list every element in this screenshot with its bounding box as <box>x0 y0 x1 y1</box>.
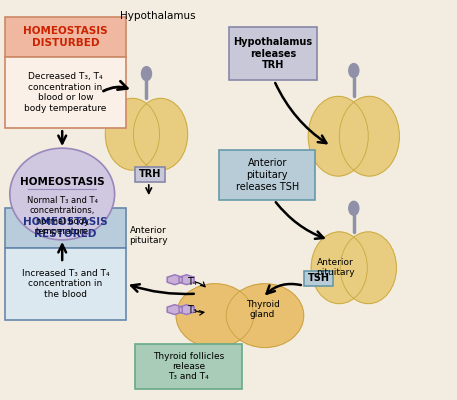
FancyBboxPatch shape <box>303 270 333 286</box>
Polygon shape <box>167 305 182 314</box>
FancyBboxPatch shape <box>135 344 242 389</box>
Text: Increased T₃ and T₄
concentration in
the blood: Increased T₃ and T₄ concentration in the… <box>22 269 109 299</box>
Text: Thyroid
gland: Thyroid gland <box>246 300 280 319</box>
Ellipse shape <box>349 64 359 78</box>
Polygon shape <box>179 275 194 285</box>
Text: T₄: T₄ <box>187 277 197 287</box>
Text: HOMEOSTASIS
DISTURBED: HOMEOSTASIS DISTURBED <box>23 26 108 48</box>
FancyBboxPatch shape <box>5 17 126 57</box>
Text: Decreased T₃, T₄
concentration in
blood or low
body temperature: Decreased T₃, T₄ concentration in blood … <box>24 72 107 113</box>
FancyBboxPatch shape <box>228 27 317 80</box>
Ellipse shape <box>142 67 152 81</box>
Ellipse shape <box>133 98 188 170</box>
Text: Anterior
pituitary
releases TSH: Anterior pituitary releases TSH <box>236 158 299 192</box>
Text: HOMEOSTASIS
RESTORED: HOMEOSTASIS RESTORED <box>23 217 108 239</box>
Text: Anterior
pituitary: Anterior pituitary <box>129 226 168 245</box>
Text: Thyroid follicles
release
T₃ and T₄: Thyroid follicles release T₃ and T₄ <box>153 352 224 381</box>
Ellipse shape <box>106 98 159 170</box>
Ellipse shape <box>311 232 367 304</box>
Ellipse shape <box>349 201 359 215</box>
Text: Hypothalamus: Hypothalamus <box>120 11 196 21</box>
Text: T₃: T₃ <box>187 305 197 315</box>
FancyBboxPatch shape <box>219 150 315 200</box>
Circle shape <box>10 148 115 240</box>
Polygon shape <box>179 305 194 314</box>
Text: TSH: TSH <box>308 273 329 283</box>
Text: TRH: TRH <box>139 170 161 180</box>
Text: Hypothalamus
releases
TRH: Hypothalamus releases TRH <box>234 37 313 70</box>
Ellipse shape <box>308 96 368 176</box>
Ellipse shape <box>339 96 399 176</box>
Polygon shape <box>167 275 182 285</box>
Ellipse shape <box>176 284 254 348</box>
FancyBboxPatch shape <box>5 57 126 128</box>
Text: Anterior
pituitary: Anterior pituitary <box>316 258 355 277</box>
Ellipse shape <box>340 232 396 304</box>
FancyBboxPatch shape <box>226 308 254 322</box>
Ellipse shape <box>226 284 303 348</box>
Text: HOMEOSTASIS: HOMEOSTASIS <box>20 177 105 187</box>
FancyBboxPatch shape <box>5 208 126 248</box>
Text: Normal T₃ and T₄
concentrations,
normal body
temperature: Normal T₃ and T₄ concentrations, normal … <box>27 196 98 236</box>
FancyBboxPatch shape <box>135 167 165 182</box>
FancyBboxPatch shape <box>5 248 126 320</box>
